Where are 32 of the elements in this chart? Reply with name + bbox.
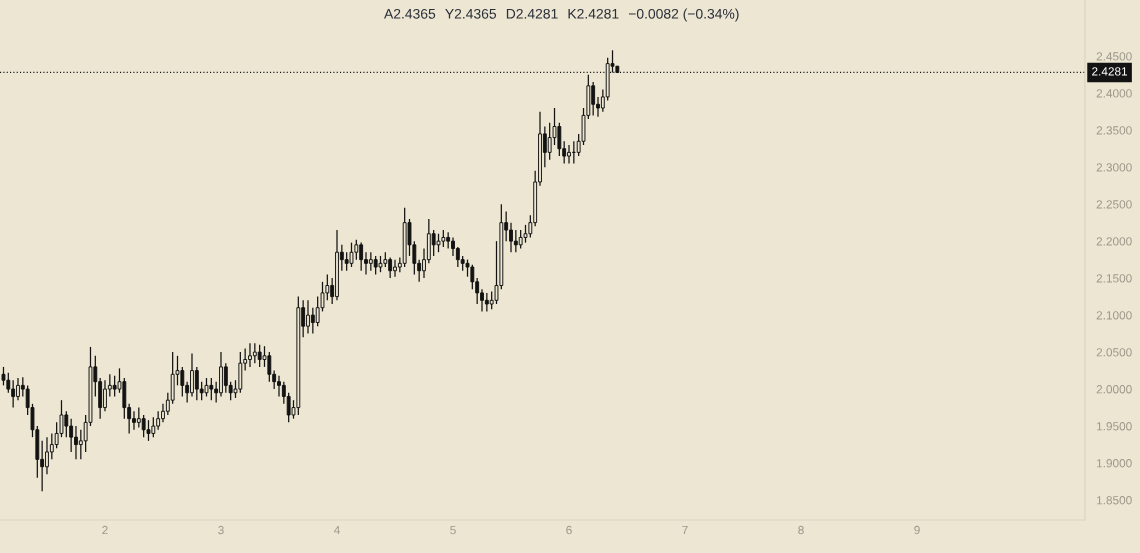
x-tick-label: 7: [682, 525, 688, 535]
annotation: Y2.4365: [445, 8, 497, 19]
annotation: D2.4281: [506, 8, 558, 19]
ref-line-label: 2.4281: [1092, 67, 1128, 76]
y-tick-label: 2.0500: [1096, 348, 1132, 357]
y-tick-label: 2.1500: [1096, 274, 1132, 283]
annotation: −0.0082 (−0.34%): [628, 8, 739, 22]
candlestick: [1, 366, 6, 387]
y-tick-label: 2.3500: [1096, 126, 1132, 135]
x-tick-label: 2: [102, 525, 108, 535]
y-tick-label: 2.0000: [1096, 385, 1132, 394]
x-tick-label: 4: [333, 525, 340, 535]
y-tick-label: 2.2000: [1096, 237, 1132, 246]
candlestick: [204, 377, 209, 398]
candlestick: [146, 419, 151, 442]
y-tick-label: 1.8500: [1097, 496, 1132, 505]
annotation: K2.4281: [568, 8, 619, 19]
y-tick-label: 2.4000: [1096, 89, 1132, 98]
y-tick-label: 1.9500: [1097, 422, 1132, 431]
y-tick-label: 2.2500: [1096, 200, 1132, 209]
x-tick-label: 8: [798, 525, 804, 535]
y-tick-label: 1.9000: [1097, 459, 1132, 468]
x-tick-label: 6: [566, 525, 572, 535]
candlestick: [349, 241, 354, 268]
y-tick-label: 2.3000: [1096, 163, 1132, 172]
y-tick-label: 2.4500: [1096, 52, 1132, 61]
y-tick-label: 2.1000: [1096, 311, 1132, 320]
annotation: A2.4365: [384, 8, 436, 19]
candlestick: [436, 233, 441, 253]
x-tick-label: 3: [218, 525, 224, 535]
x-tick-label: 9: [914, 525, 920, 535]
x-tick-label: 5: [450, 525, 456, 535]
